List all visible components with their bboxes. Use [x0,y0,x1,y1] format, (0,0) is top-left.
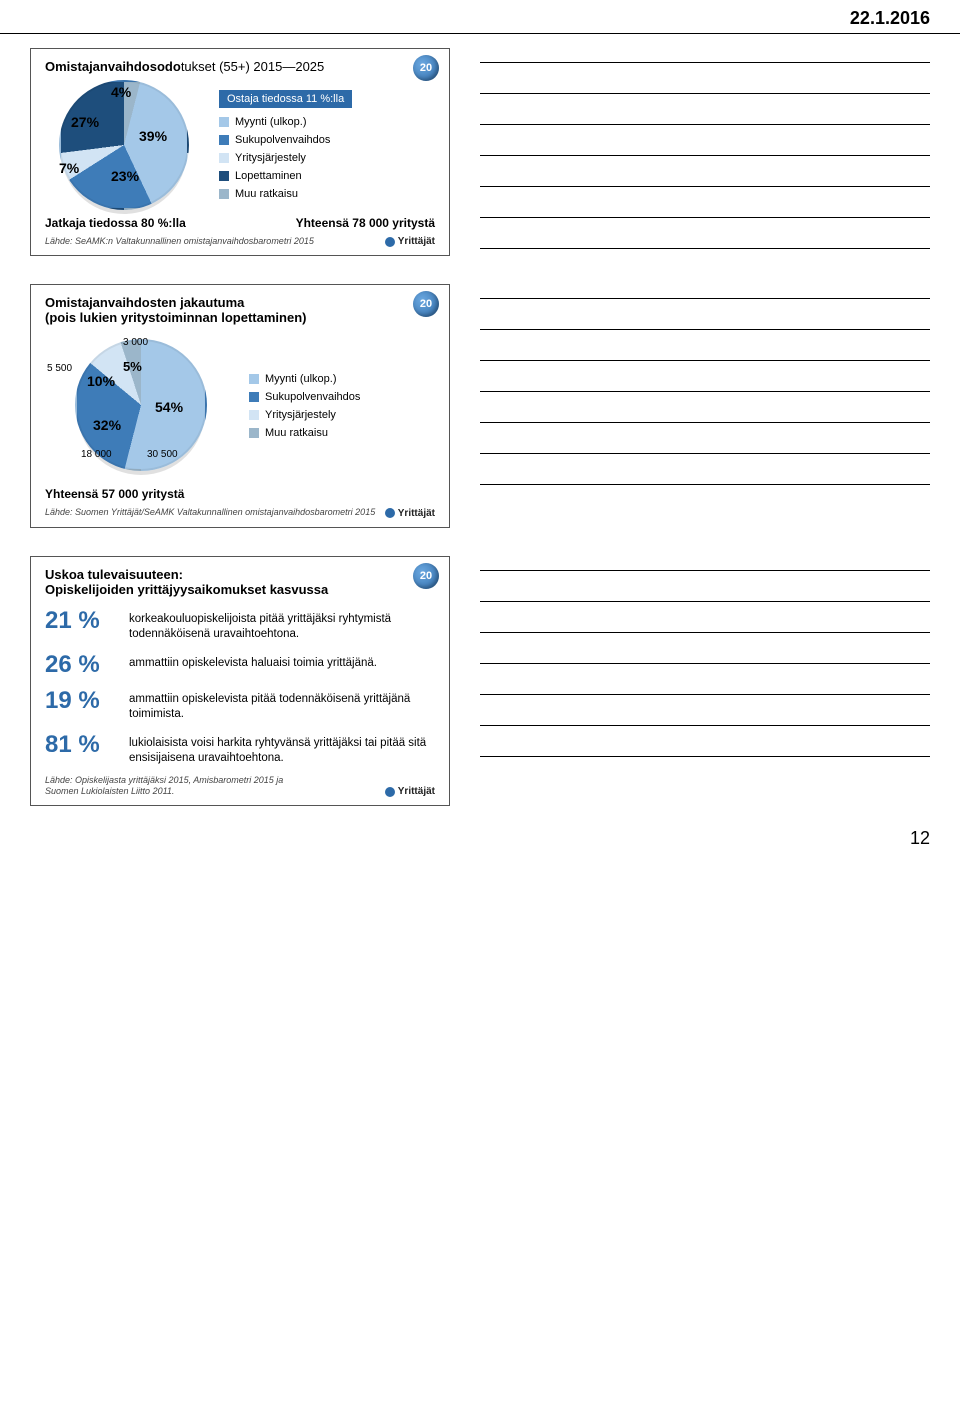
anniversary-badge: 20 [413,55,439,81]
pie2-lbl-5: 5% [123,359,142,374]
slide2-legend: Myynti (ulkop.) Sukupolvenvaihdos Yritys… [249,373,360,439]
page-date: 22.1.2016 [0,0,960,34]
stat-text: lukiolaisista voisi harkita ryhtyvänsä y… [129,731,435,767]
slide1-legend: Myynti (ulkop.) Sukupolvenvaihdos Yritys… [219,116,435,200]
slide1-source: Lähde: SeAMK:n Valtakunnallinen omistaja… [45,236,314,247]
slide3-title1: Uskoa tulevaisuuteen: [45,567,435,582]
slide1-pie-area: 39% 23% 7% 27% 4% Ostaja tiedossa 11 %:l… [45,80,435,210]
slide2-pie-wrap: 54% 32% 10% 5% 5 500 3 000 18 000 30 500 [45,331,235,481]
pie1-lbl-39: 39% [139,128,167,144]
slide2-title: Omistajanvaihdosten jakautuma (pois luki… [45,295,435,325]
slide1-top-tag: Ostaja tiedossa 11 %:lla [219,90,352,108]
legend-label: Myynti (ulkop.) [235,116,307,128]
pie1-lbl-7: 7% [59,160,79,176]
slide3-stats: 21 % korkeakouluopiskelijoista pitää yri… [45,607,435,767]
legend-item: Lopettaminen [219,170,435,182]
legend-label: Muu ratkaisu [235,188,298,200]
stat-text: ammattiin opiskelevista haluaisi toimia … [129,651,377,672]
legend-item: Myynti (ulkop.) [219,116,435,128]
slide-card-1: 20 Omistajanvaihdosodotukset (55+) 2015—… [30,48,450,256]
slide-card-3: 20 Uskoa tulevaisuuteen: Opiskelijoiden … [30,556,450,807]
pie1-lbl-27: 27% [71,114,99,130]
pie1-lbl-4: 4% [111,84,131,100]
note-lines [480,556,930,807]
pie2-lbl-54: 54% [155,399,183,415]
note-lines [480,284,930,527]
slide3-title2: Opiskelijoiden yrittäjyysaikomukset kasv… [45,582,435,597]
legend-label: Yritysjärjestely [235,152,306,164]
legend-item: Sukupolvenvaihdos [249,391,360,403]
pie2-lbl-10: 10% [87,373,115,389]
pie2-v30500: 30 500 [147,449,178,460]
slide1-bottom-row: Jatkaja tiedossa 80 %:lla Yhteensä 78 00… [45,216,435,230]
slide1-bottom-left: Jatkaja tiedossa 80 %:lla [45,216,186,230]
slide3-title: Uskoa tulevaisuuteen: Opiskelijoiden yri… [45,567,435,597]
stat-text: ammattiin opiskelevista pitää todennäköi… [129,687,435,723]
stat-row: 26 % ammattiin opiskelevista haluaisi to… [45,651,435,679]
brand-logo: Yrittäjät [385,508,435,519]
stat-row: 81 % lukiolaisista voisi harkita ryhtyvä… [45,731,435,767]
pie2-v5500: 5 500 [47,363,72,374]
stat-text: korkeakouluopiskelijoista pitää yrittäjä… [129,607,435,643]
slide2-title1: Omistajanvaihdosten jakautuma [45,295,435,310]
pie2-v3000: 3 000 [123,337,148,348]
slide2-pie-area: 54% 32% 10% 5% 5 500 3 000 18 000 30 500… [45,331,435,481]
legend-item: Muu ratkaisu [219,188,435,200]
brand-logo: Yrittäjät [385,236,435,247]
stat-value: 81 % [45,731,115,759]
note-lines [480,48,930,256]
slide2-source: Lähde: Suomen Yrittäjät/SeAMK Valtakunna… [45,507,375,518]
slide-card-2: 20 Omistajanvaihdosten jakautuma (pois l… [30,284,450,527]
slide-row-2: 20 Omistajanvaihdosten jakautuma (pois l… [0,270,960,541]
slide-row-3: 20 Uskoa tulevaisuuteen: Opiskelijoiden … [0,542,960,821]
stat-value: 19 % [45,687,115,715]
legend-label: Sukupolvenvaihdos [265,391,360,403]
legend-item: Yritysjärjestely [249,409,360,421]
slide1-title: Omistajanvaihdosodotukset (55+) 2015—202… [45,59,435,74]
stat-row: 21 % korkeakouluopiskelijoista pitää yri… [45,607,435,643]
legend-item: Yritysjärjestely [219,152,435,164]
stat-value: 21 % [45,607,115,635]
slide1-title-rest: tukset (55+) 2015—2025 [181,59,324,74]
anniversary-badge: 20 [413,291,439,317]
legend-item: Sukupolvenvaihdos [219,134,435,146]
stat-value: 26 % [45,651,115,679]
slide2-total: Yhteensä 57 000 yritystä [45,487,435,501]
slide-row-1: 20 Omistajanvaihdosodotukset (55+) 2015—… [0,34,960,270]
page-number: 12 [0,820,960,869]
legend-label: Myynti (ulkop.) [265,373,337,385]
pie1-lbl-23: 23% [111,168,139,184]
legend-item: Muu ratkaisu [249,427,360,439]
slide1-pie-wrap: 39% 23% 7% 27% 4% [45,80,205,210]
slide1-title-main: Omistajanvaihdosodo [45,59,181,74]
legend-label: Sukupolvenvaihdos [235,134,330,146]
pie2-v18000: 18 000 [81,449,112,460]
pie2-lbl-32: 32% [93,417,121,433]
slide2-title2: (pois lukien yritystoiminnan lopettamine… [45,310,435,325]
legend-label: Muu ratkaisu [265,427,328,439]
legend-item: Myynti (ulkop.) [249,373,360,385]
slide1-bottom-right: Yhteensä 78 000 yritystä [296,216,435,230]
legend-label: Yritysjärjestely [265,409,336,421]
stat-row: 19 % ammattiin opiskelevista pitää toden… [45,687,435,723]
slide3-source: Lähde: Opiskelijasta yrittäjäksi 2015, A… [45,775,283,798]
legend-label: Lopettaminen [235,170,302,182]
brand-logo: Yrittäjät [385,786,435,797]
slide1-right-col: Ostaja tiedossa 11 %:lla Myynti (ulkop.)… [219,90,435,200]
anniversary-badge: 20 [413,563,439,589]
